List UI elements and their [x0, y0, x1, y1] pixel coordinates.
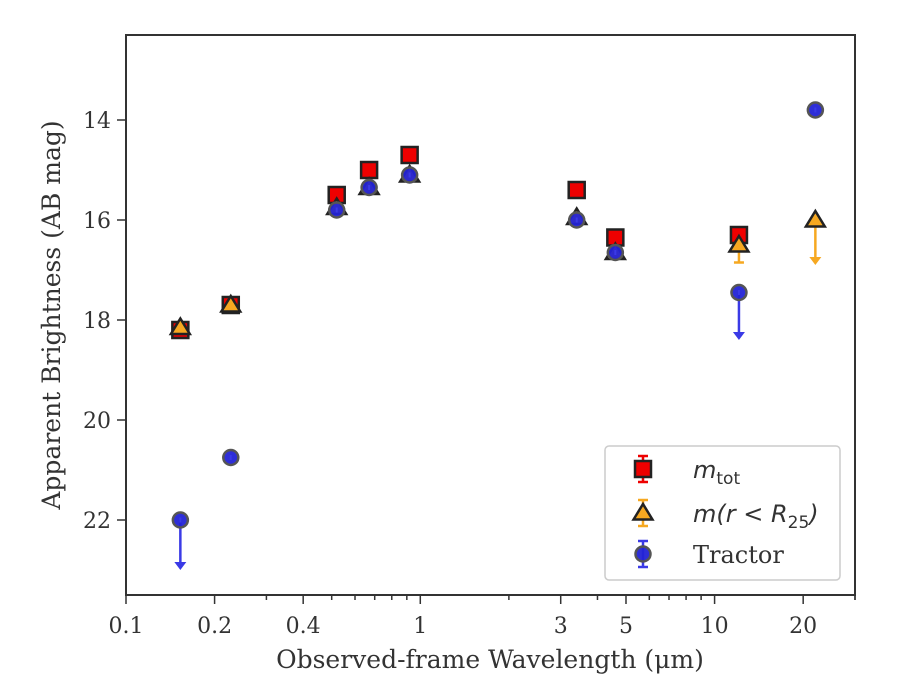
x-tick-label: 1 [413, 614, 427, 639]
legend-label: mtot [693, 456, 740, 489]
y-tick-label: 22 [83, 509, 111, 534]
x-tick-label: 0.4 [286, 614, 321, 639]
x-axis: 0.1 0.2 0.4 1 3 5 10 20 [109, 595, 856, 639]
legend-label: m(r < R25) [693, 500, 819, 533]
series-circle [171, 101, 825, 570]
y-axis: 14 16 18 20 22 [83, 109, 126, 534]
series-square [171, 145, 749, 340]
upper-limit-arrow-head [174, 562, 187, 570]
legend-marker-square [633, 459, 653, 479]
data-marks [168, 101, 828, 570]
series-triangle [168, 163, 828, 336]
upper-limit-arrow-head [732, 332, 745, 340]
legend-marker-circle [634, 545, 652, 563]
x-tick-label: 10 [701, 614, 729, 639]
legend: mtot m(r < R25) Tractor [604, 445, 841, 581]
upper-limit-arrow-head [809, 257, 822, 265]
x-tick-label: 20 [789, 614, 817, 639]
y-tick-label: 14 [83, 109, 111, 134]
x-tick-label: 0.1 [109, 614, 144, 639]
y-tick-label: 20 [83, 409, 111, 434]
legend-box [604, 445, 841, 581]
y-tick-label: 18 [83, 309, 111, 334]
x-tick-label: 3 [554, 614, 568, 639]
y-tick-label: 16 [83, 209, 111, 234]
x-tick-label: 0.2 [197, 614, 232, 639]
legend-marker-triangle [631, 501, 655, 521]
plot-frame [125, 34, 856, 596]
x-axis-label: Observed-frame Wavelength (μm) [276, 645, 704, 674]
y-axis-label: Apparent Brightness (AB mag) [37, 120, 66, 510]
x-tick-label: 5 [619, 614, 633, 639]
legend-label: Tractor [693, 541, 784, 569]
